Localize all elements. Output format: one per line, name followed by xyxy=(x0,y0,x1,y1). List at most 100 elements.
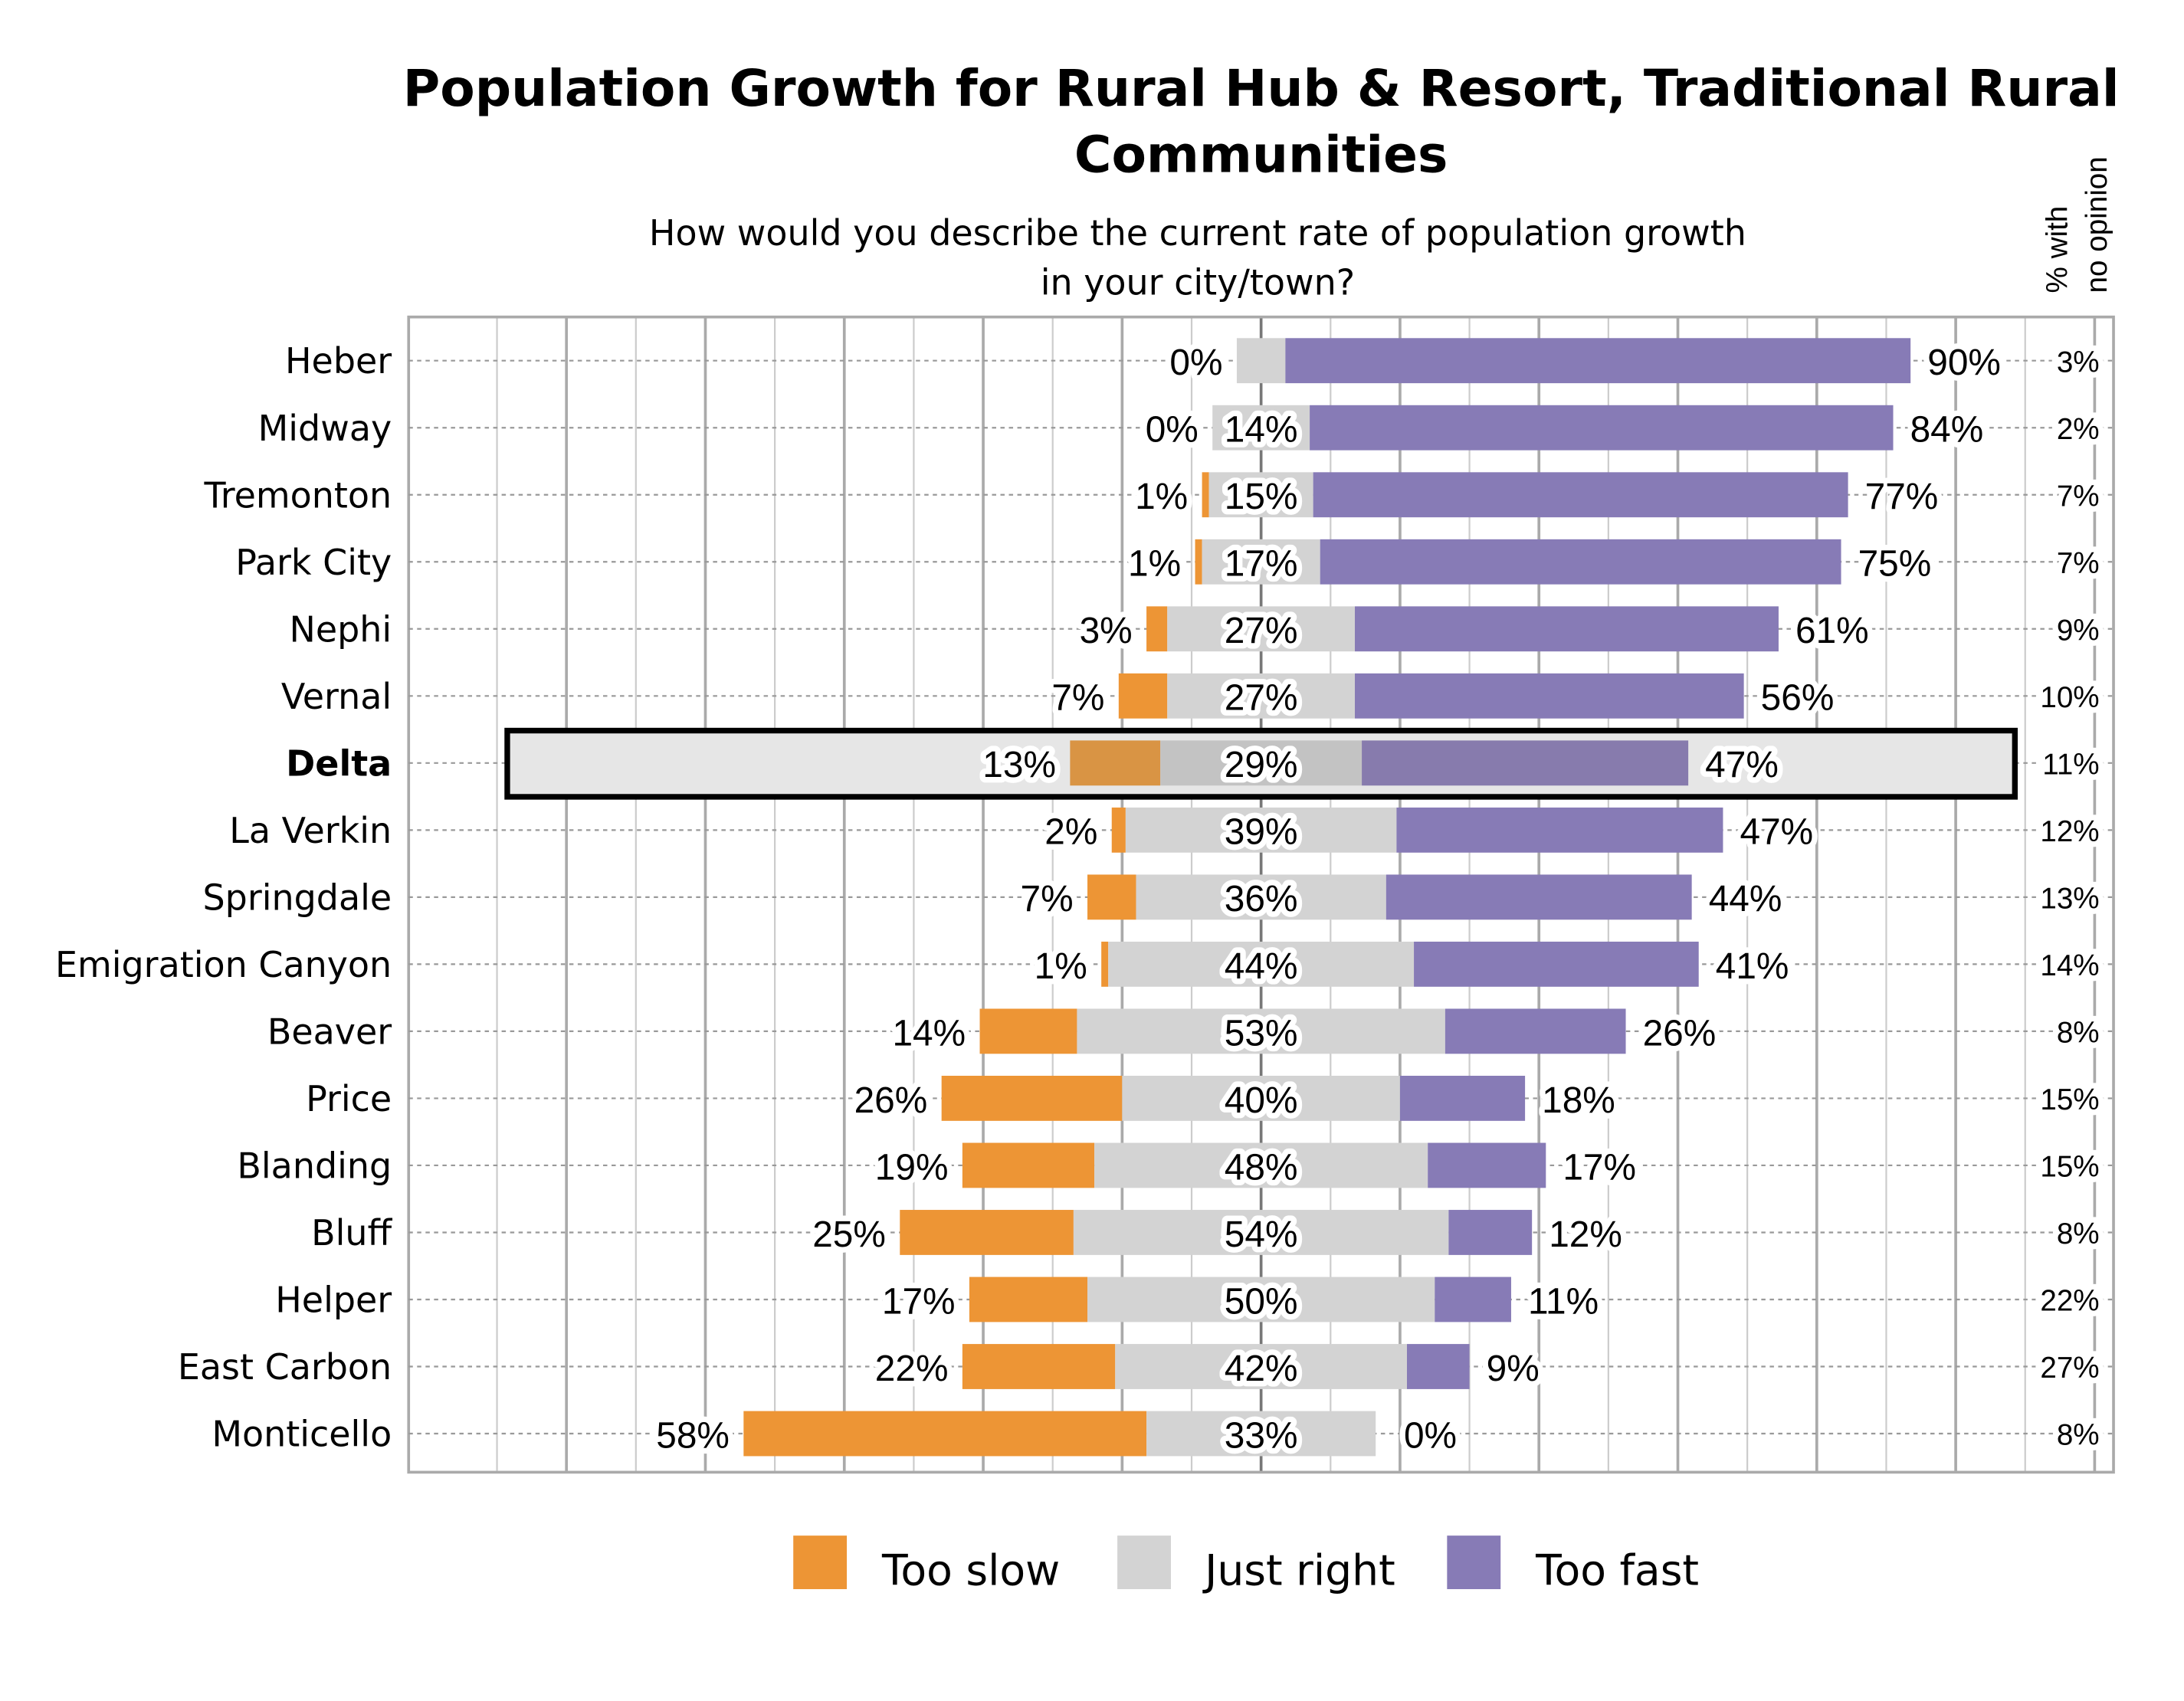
label-too-slow: 1% xyxy=(1128,544,1181,585)
label-too-slow: 58% xyxy=(656,1415,730,1456)
category-label: Vernal xyxy=(281,676,392,717)
bar-too-slow xyxy=(1195,539,1202,585)
label-just-right: 29% xyxy=(1225,745,1298,785)
label-just-right: 50% xyxy=(1225,1281,1298,1322)
label-just-right: 36% xyxy=(1225,879,1298,919)
bar-just-right xyxy=(1146,1411,1376,1457)
label-too-fast: 77% xyxy=(1865,477,1939,517)
label-too-fast: 0% xyxy=(1404,1415,1457,1456)
label-no-opinion: 11% xyxy=(2042,749,2099,782)
bar-too-fast xyxy=(1385,874,1692,920)
bar-too-slow xyxy=(962,1142,1095,1188)
label-too-slow: 1% xyxy=(1035,946,1087,987)
label-too-fast: 44% xyxy=(1709,879,1782,919)
label-too-fast: 41% xyxy=(1716,946,1789,987)
label-no-opinion: 15% xyxy=(2040,1151,2099,1184)
bar-too-fast xyxy=(1445,1008,1626,1054)
label-too-fast: 9% xyxy=(1487,1349,1540,1389)
label-just-right: 44% xyxy=(1225,946,1298,987)
legend-label-just-right: Just right xyxy=(1202,1546,1395,1595)
bar-just-right xyxy=(1202,539,1320,585)
bar-too-fast xyxy=(1310,405,1894,451)
category-label: Heber xyxy=(285,340,392,382)
label-no-opinion: 15% xyxy=(2040,1083,2099,1116)
plot-border xyxy=(407,315,2115,1474)
label-no-opinion: 10% xyxy=(2040,681,2099,714)
label-just-right: 40% xyxy=(1225,1080,1298,1121)
bar-too-slow xyxy=(1202,472,1209,518)
bar-just-right xyxy=(1094,1142,1428,1188)
bar-too-slow xyxy=(1070,740,1161,786)
label-too-slow: 7% xyxy=(1021,879,1074,919)
bar-just-right xyxy=(1136,874,1386,920)
bar-too-fast xyxy=(1428,1142,1546,1188)
bar-too-fast xyxy=(1313,472,1848,518)
label-no-opinion: 13% xyxy=(2040,883,2099,916)
label-too-fast: 84% xyxy=(1910,410,1984,451)
legend-label-too-fast: Too fast xyxy=(1535,1546,1699,1595)
label-too-slow: 1% xyxy=(1135,477,1188,517)
label-no-opinion: 22% xyxy=(2040,1285,2099,1318)
bar-just-right xyxy=(1160,740,1363,786)
category-label: Delta xyxy=(286,742,392,784)
bar-too-slow xyxy=(1146,606,1168,652)
label-no-opinion: 8% xyxy=(2057,1218,2100,1250)
label-too-slow: 13% xyxy=(982,745,1056,785)
bar-just-right xyxy=(1208,472,1313,518)
category-label: Park City xyxy=(235,542,392,583)
bar-too-fast xyxy=(1362,740,1689,786)
label-no-opinion: 3% xyxy=(2057,346,2100,379)
label-too-slow: 3% xyxy=(1080,611,1133,651)
label-just-right: 14% xyxy=(1225,410,1298,451)
label-just-right: 42% xyxy=(1225,1349,1298,1389)
bar-too-slow xyxy=(900,1210,1074,1255)
label-too-slow: 7% xyxy=(1051,678,1104,719)
bar-too-fast xyxy=(1414,941,1699,987)
label-too-fast: 90% xyxy=(1927,342,2001,383)
label-too-slow: 0% xyxy=(1146,410,1199,451)
bar-too-slow xyxy=(1087,874,1136,920)
category-label: Tremonton xyxy=(203,474,392,516)
label-just-right: 48% xyxy=(1225,1147,1298,1188)
label-too-slow: 0% xyxy=(1169,342,1222,383)
bar-too-slow xyxy=(1118,673,1168,719)
category-label: Midway xyxy=(258,408,392,449)
bar-too-fast xyxy=(1406,1344,1470,1389)
bar-too-fast xyxy=(1435,1277,1511,1322)
label-just-right: 27% xyxy=(1225,611,1298,651)
label-just-right: 15% xyxy=(1225,477,1298,517)
label-too-slow: 14% xyxy=(892,1013,966,1054)
label-just-right: 33% xyxy=(1225,1415,1298,1456)
bar-too-fast xyxy=(1399,1076,1526,1121)
bar-too-fast xyxy=(1396,807,1723,853)
category-label: Blanding xyxy=(237,1145,392,1186)
category-label: Price xyxy=(306,1078,392,1119)
bar-too-slow xyxy=(969,1277,1088,1322)
label-just-right: 53% xyxy=(1225,1013,1298,1054)
label-too-slow: 25% xyxy=(812,1214,886,1255)
label-too-fast: 56% xyxy=(1761,678,1835,719)
bar-too-slow xyxy=(743,1411,1147,1457)
bar-just-right xyxy=(1115,1344,1407,1389)
category-label: East Carbon xyxy=(178,1346,392,1388)
bar-too-slow xyxy=(1111,807,1126,853)
bar-too-slow xyxy=(941,1076,1123,1121)
bar-too-fast xyxy=(1355,606,1779,652)
bar-just-right xyxy=(1073,1210,1449,1255)
label-no-opinion: 8% xyxy=(2057,1419,2100,1452)
category-label: Nephi xyxy=(289,608,392,650)
category-label: Emigration Canyon xyxy=(55,944,392,985)
label-just-right: 17% xyxy=(1225,544,1298,585)
label-too-slow: 2% xyxy=(1044,812,1097,853)
plot-area: Heber 0% 90% 3%Midway 0% 14% 84% 2%Tremonton 1% 1… xyxy=(55,315,2115,1474)
bar-just-right xyxy=(1236,338,1286,384)
label-no-opinion: 9% xyxy=(2057,614,2100,647)
no-opinion-header-line-1: % with xyxy=(2041,206,2074,293)
category-label: Monticello xyxy=(212,1414,392,1455)
bar-just-right xyxy=(1122,1076,1400,1121)
label-too-slow: 26% xyxy=(854,1080,928,1121)
label-no-opinion: 7% xyxy=(2057,547,2100,580)
bar-too-fast xyxy=(1355,673,1744,719)
chart-subtitle-line-1: How would you describe the current rate … xyxy=(649,212,1746,254)
